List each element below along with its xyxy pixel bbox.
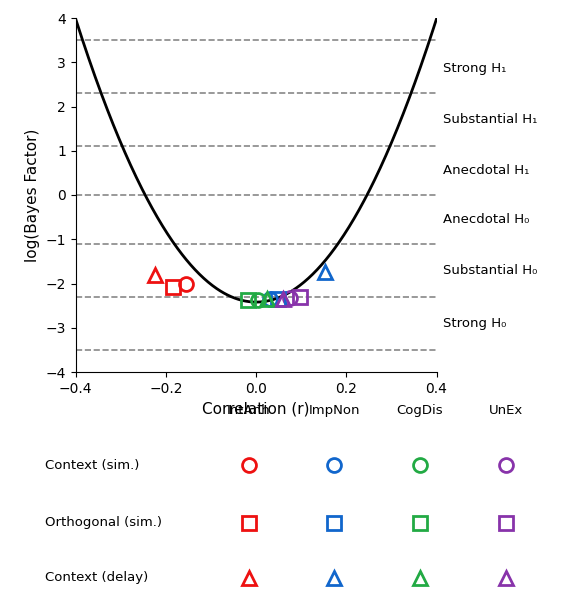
Text: Orthogonal (sim.): Orthogonal (sim.) bbox=[45, 516, 162, 529]
Text: IntAnh: IntAnh bbox=[227, 404, 271, 417]
X-axis label: Correlation (r): Correlation (r) bbox=[203, 401, 310, 416]
Text: Anecdotal H₀: Anecdotal H₀ bbox=[443, 213, 530, 226]
Text: Strong H₀: Strong H₀ bbox=[443, 317, 507, 330]
Text: Strong H₁: Strong H₁ bbox=[443, 62, 507, 76]
Y-axis label: log(Bayes Factor): log(Bayes Factor) bbox=[25, 128, 40, 262]
Text: Context (sim.): Context (sim.) bbox=[45, 459, 140, 472]
Text: Substantial H₁: Substantial H₁ bbox=[443, 113, 538, 126]
Text: Anecdotal H₁: Anecdotal H₁ bbox=[443, 164, 530, 177]
Text: UnEx: UnEx bbox=[488, 404, 523, 417]
Text: ImpNon: ImpNon bbox=[308, 404, 360, 417]
Text: CogDis: CogDis bbox=[397, 404, 443, 417]
Text: Context (delay): Context (delay) bbox=[45, 571, 148, 584]
Text: Substantial H₀: Substantial H₀ bbox=[443, 264, 538, 277]
